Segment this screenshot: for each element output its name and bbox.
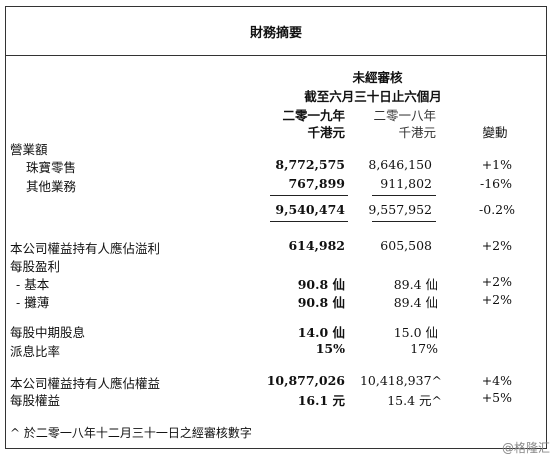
value-2019: 15% [315, 341, 345, 356]
value-2019: 614,982 [288, 238, 345, 253]
value-2018: 8,646,150 [368, 157, 432, 172]
total-rule-2018 [372, 221, 436, 222]
value-2019: 8,772,575 [275, 157, 345, 172]
row-label: 每股權益 [10, 393, 61, 408]
value-2018: 15.0 仙 [393, 325, 438, 340]
value-2019: 16.1 元 [297, 393, 345, 408]
value-2019: 10,877,026 [266, 373, 345, 388]
year-2019-label: 二零一九年 [282, 108, 345, 123]
period-label: 截至六月三十日止六個月 [304, 89, 442, 104]
table-title: 財務摘要 [6, 7, 546, 56]
value-change: +5% [481, 390, 512, 405]
total-change: -0.2% [479, 202, 515, 217]
value-2018: 605,508 [380, 238, 432, 253]
value-2018: 89.4 仙 [393, 295, 438, 310]
change-label: 變動 [482, 125, 508, 140]
unit-2018-label: 千港元 [398, 125, 436, 140]
value-change: +2% [481, 292, 512, 307]
value-2018: 911,802 [380, 176, 432, 191]
value-2018: 17% [410, 341, 438, 356]
value-2018: 15.4 元^ [387, 393, 442, 408]
value-2019: 90.8 仙 [297, 277, 345, 292]
total-2019: 9,540,474 [275, 202, 345, 217]
financial-summary-table: 財務摘要 [5, 6, 547, 449]
row-label: 珠寶零售 [26, 160, 77, 175]
value-change: +1% [481, 157, 512, 172]
value-change: -16% [479, 176, 512, 191]
total-2018: 9,557,952 [368, 202, 432, 217]
row-label: 每股中期股息 [10, 325, 86, 340]
value-change: +2% [481, 238, 512, 253]
unit-2019-label: 千港元 [307, 125, 345, 140]
value-2018: 10,418,937^ [359, 373, 442, 388]
value-change: +4% [481, 373, 512, 388]
subtotal-rule-2018 [372, 195, 436, 196]
value-2019: 90.8 仙 [297, 295, 345, 310]
year-2018-label: 二零一八年 [373, 108, 436, 123]
unaudited-label: 未經審核 [352, 70, 403, 85]
subtotal-rule-2019 [270, 195, 348, 196]
total-rule-2019 [270, 221, 348, 222]
value-2019: 767,899 [288, 176, 345, 191]
row-label: 其他業務 [26, 179, 77, 194]
row-label: 本公司權益持有人應佔溢利 [10, 241, 161, 256]
value-change: +2% [481, 274, 512, 289]
footnote: ^ 於二零一八年十二月三十一日之經審核數字 [10, 426, 252, 440]
row-label-revenue: 營業額 [10, 142, 48, 157]
watermark: @格隆汇 [501, 441, 550, 455]
row-label: 每股盈利 [10, 259, 61, 274]
row-label: - 攤薄 [16, 295, 50, 310]
value-2018: 89.4 仙 [393, 277, 438, 292]
row-label: 派息比率 [10, 344, 61, 359]
value-2019: 14.0 仙 [297, 325, 345, 340]
row-label: - 基本 [16, 277, 50, 292]
row-label: 本公司權益持有人應佔權益 [10, 376, 161, 391]
